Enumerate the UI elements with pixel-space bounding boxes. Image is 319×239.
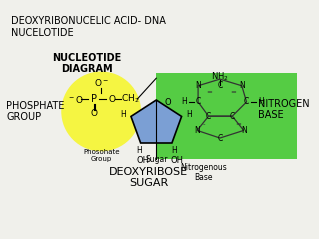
Text: H: H bbox=[136, 146, 142, 155]
Text: Phosohate
Group: Phosohate Group bbox=[83, 149, 119, 163]
Text: H: H bbox=[171, 146, 177, 155]
Text: N: N bbox=[194, 126, 200, 135]
Text: NH$_2$: NH$_2$ bbox=[211, 70, 229, 82]
Text: N: N bbox=[239, 81, 245, 90]
Text: C: C bbox=[206, 112, 211, 121]
Text: C: C bbox=[230, 112, 235, 121]
Text: H: H bbox=[181, 98, 187, 106]
Text: C: C bbox=[196, 98, 201, 106]
Text: DEOXYRIBOSE
SUGAR: DEOXYRIBOSE SUGAR bbox=[109, 167, 188, 188]
Circle shape bbox=[61, 71, 141, 151]
Text: O: O bbox=[90, 109, 97, 118]
Text: =: = bbox=[207, 89, 212, 95]
Text: O: O bbox=[108, 95, 115, 103]
Text: -: - bbox=[203, 121, 205, 127]
Text: =: = bbox=[235, 121, 241, 127]
Text: H: H bbox=[121, 110, 126, 119]
Text: C: C bbox=[244, 98, 249, 106]
Polygon shape bbox=[131, 100, 182, 143]
Text: C: C bbox=[217, 81, 223, 90]
Text: OH: OH bbox=[170, 156, 183, 165]
Text: H: H bbox=[258, 98, 264, 106]
Text: O: O bbox=[164, 98, 171, 107]
Text: Nitrogenous
Base: Nitrogenous Base bbox=[181, 163, 227, 182]
Text: H: H bbox=[186, 110, 192, 119]
Text: $^-$O: $^-$O bbox=[67, 94, 84, 105]
Text: P: P bbox=[91, 94, 97, 104]
Text: NITROGEN
BASE: NITROGEN BASE bbox=[258, 99, 309, 120]
Text: N: N bbox=[241, 126, 247, 135]
Text: C: C bbox=[217, 134, 223, 142]
Text: PHOSPHATE
GROUP: PHOSPHATE GROUP bbox=[6, 101, 64, 122]
FancyBboxPatch shape bbox=[156, 73, 297, 159]
Text: OH: OH bbox=[136, 156, 149, 165]
Text: O$^-$: O$^-$ bbox=[94, 77, 109, 88]
Text: CH$_2$: CH$_2$ bbox=[121, 93, 140, 105]
Text: NUCLEOTIDE
DIAGRAM: NUCLEOTIDE DIAGRAM bbox=[52, 53, 122, 74]
Text: =: = bbox=[230, 89, 236, 95]
Text: DEOXYRIBONUCELIC ACID- DNA
NUCELOTIDE: DEOXYRIBONUCELIC ACID- DNA NUCELOTIDE bbox=[11, 16, 166, 38]
Text: N: N bbox=[195, 81, 201, 90]
Text: Sugar: Sugar bbox=[145, 155, 167, 164]
